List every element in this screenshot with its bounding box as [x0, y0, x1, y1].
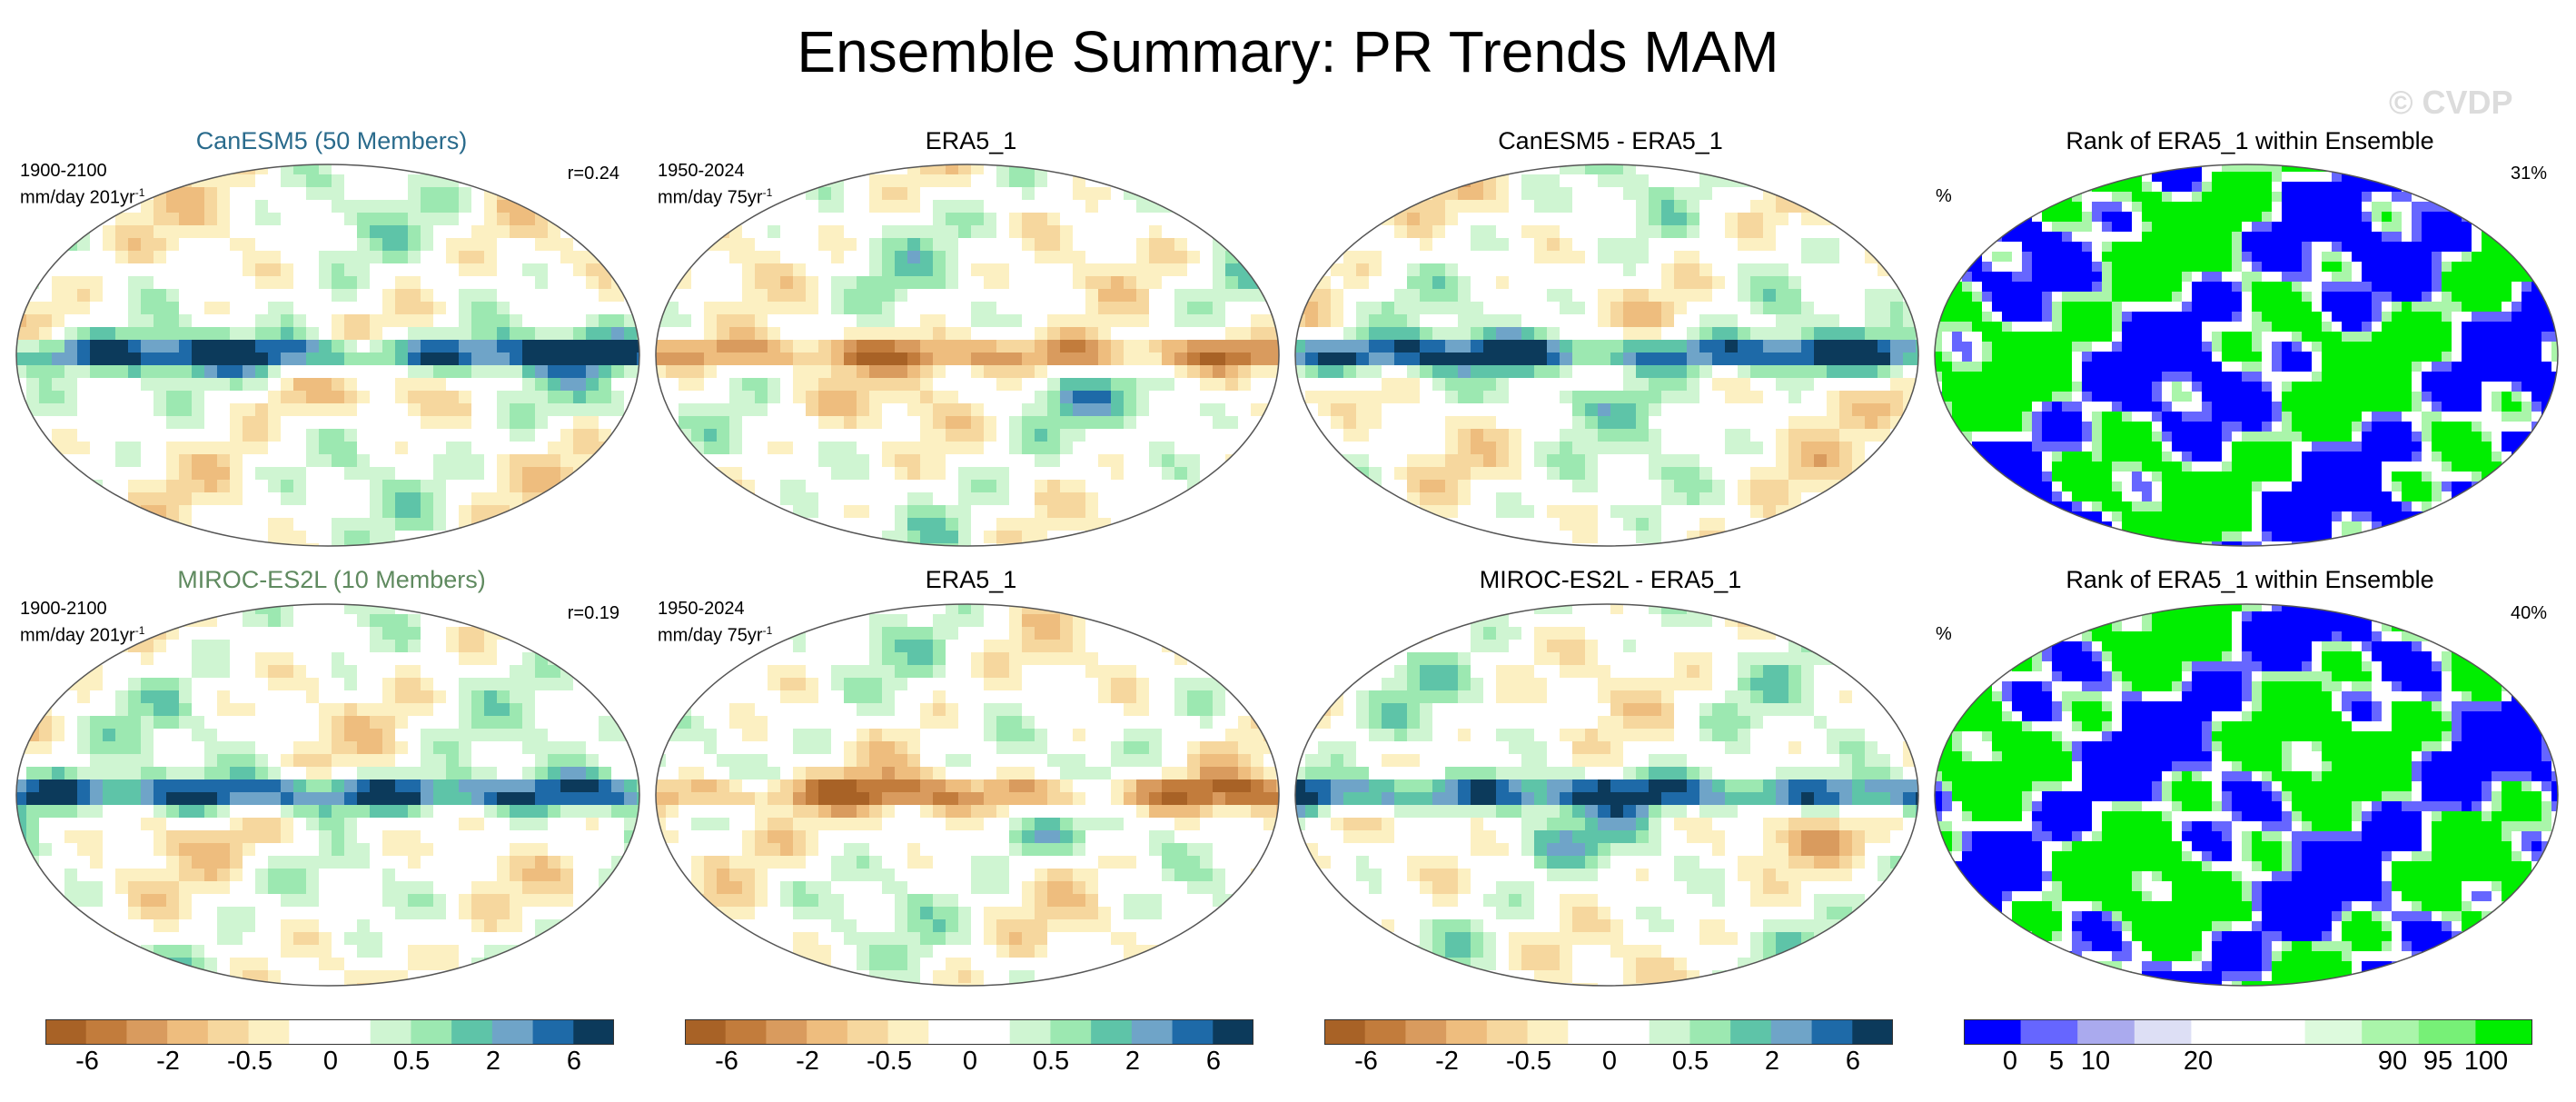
- colorbar-tick: -2: [156, 1047, 180, 1076]
- colorbar-tick: 6: [1205, 1047, 1222, 1076]
- units-text: mm/day 201yr: [20, 625, 135, 646]
- colorbar-tick: 0: [322, 1047, 339, 1076]
- units-exponent: -1: [762, 186, 773, 199]
- colorbar-trend-1: [45, 1019, 614, 1045]
- map-era5-trend-row2: [655, 603, 1280, 987]
- units-text: mm/day 75yr: [658, 625, 763, 646]
- panel-title-rank-row1: Rank of ERA5_1 within Ensemble: [2066, 127, 2434, 154]
- rank-percent-row2: 40%: [2510, 603, 2547, 623]
- period-label-miroc: 1900-2100: [20, 599, 107, 619]
- rank-percent-row1: 31%: [2510, 164, 2547, 184]
- colorbar-tick: 20: [2183, 1047, 2214, 1076]
- colorbar-tick: -0.5: [867, 1047, 912, 1076]
- map-canesm5-trend: [15, 164, 640, 547]
- map-miroc-trend: [15, 603, 640, 987]
- colorbar-tick: 0.5: [1671, 1047, 1709, 1076]
- units-exponent: -1: [762, 624, 773, 637]
- panel-title-miroc-diff: MIROC-ES2L - ERA5_1: [1479, 566, 1742, 593]
- colorbar-tick: 0: [962, 1047, 978, 1076]
- colorbar-tick: 0.5: [392, 1047, 431, 1076]
- units-label-rank-row1: %: [1936, 186, 1952, 206]
- period-label-era5-row1: 1950-2024: [658, 161, 745, 181]
- panel-title-miroc: MIROC-ES2L (10 Members): [177, 566, 486, 593]
- period-label-era5-row2: 1950-2024: [658, 599, 745, 619]
- units-exponent: -1: [134, 624, 145, 637]
- panel-title-rank-row2: Rank of ERA5_1 within Ensemble: [2066, 566, 2434, 593]
- map-miroc-minus-era5: [1294, 603, 1919, 987]
- colorbar-tick: 0: [2002, 1047, 2018, 1076]
- units-label-canesm5: mm/day 201yr-1: [20, 182, 144, 209]
- colorbar-tick: 2: [485, 1047, 501, 1076]
- units-label-miroc: mm/day 201yr-1: [20, 620, 144, 647]
- colorbar-tick: 6: [1845, 1047, 1861, 1076]
- colorbar-tick: 100: [2463, 1047, 2509, 1076]
- colorbar-tick: 90: [2377, 1047, 2408, 1076]
- units-text: mm/day 201yr: [20, 187, 135, 208]
- units-label-era5-row2: mm/day 75yr-1: [658, 620, 772, 647]
- map-rank-row2: [1934, 603, 2559, 987]
- panel-title-canesm5: CanESM5 (50 Members): [195, 127, 468, 154]
- colorbar-trend-2: [685, 1019, 1253, 1045]
- colorbar-tick: -6: [75, 1047, 99, 1076]
- units-label-rank-row2: %: [1936, 624, 1952, 644]
- colorbar-tick: 6: [566, 1047, 582, 1076]
- correlation-canesm5: r=0.24: [567, 164, 619, 184]
- colorbar-rank: [1964, 1019, 2532, 1045]
- units-label-era5-row1: mm/day 75yr-1: [658, 182, 772, 209]
- map-canesm5-minus-era5: [1294, 164, 1919, 547]
- units-exponent: -1: [134, 186, 145, 199]
- map-era5-trend-row1: [655, 164, 1280, 547]
- colorbar-tick: 5: [2048, 1047, 2065, 1076]
- correlation-miroc: r=0.19: [567, 603, 619, 623]
- colorbar-tick: -6: [1354, 1047, 1378, 1076]
- colorbar-tick: 2: [1125, 1047, 1141, 1076]
- panel-title-era5-row2: ERA5_1: [925, 566, 1017, 593]
- colorbar-tick: 95: [2422, 1047, 2453, 1076]
- period-label-canesm5: 1900-2100: [20, 161, 107, 181]
- colorbar-tick: -6: [715, 1047, 738, 1076]
- colorbar-tick: -2: [796, 1047, 819, 1076]
- panel-title-canesm5-diff: CanESM5 - ERA5_1: [1498, 127, 1723, 154]
- watermark: © CVDP: [2389, 84, 2513, 121]
- colorbar-tick: 10: [2080, 1047, 2111, 1076]
- colorbar-tick: -2: [1435, 1047, 1459, 1076]
- map-rank-row1: [1934, 164, 2559, 547]
- colorbar-tick: 2: [1764, 1047, 1780, 1076]
- colorbar-difference: [1324, 1019, 1893, 1045]
- colorbar-tick: -0.5: [227, 1047, 272, 1076]
- page-title: Ensemble Summary: PR Trends MAM: [797, 19, 1779, 84]
- units-text: mm/day 75yr: [658, 187, 763, 208]
- panel-title-era5-row1: ERA5_1: [925, 127, 1017, 154]
- colorbar-tick: 0: [1601, 1047, 1618, 1076]
- colorbar-tick: -0.5: [1506, 1047, 1551, 1076]
- colorbar-tick: 0.5: [1032, 1047, 1070, 1076]
